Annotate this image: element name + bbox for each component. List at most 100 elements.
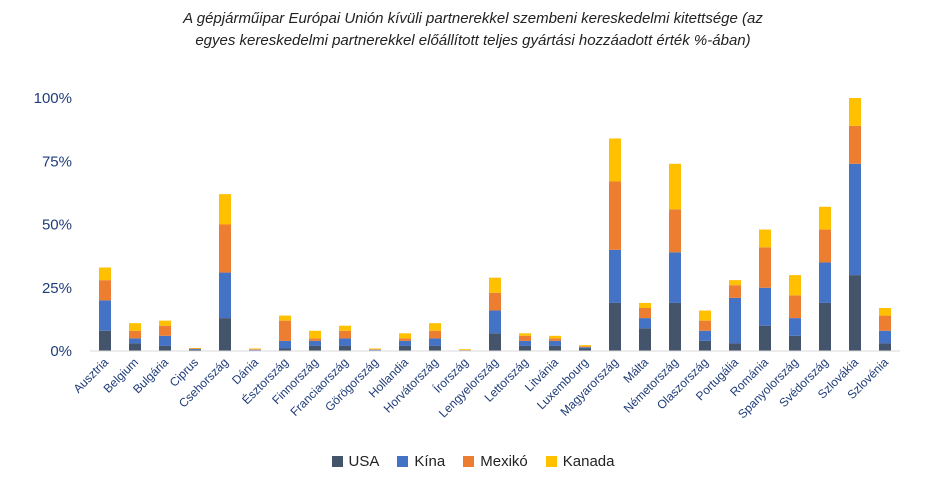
bar-segment-mexikó (759, 247, 771, 288)
bar-segment-usa (549, 345, 561, 351)
legend-swatch (463, 456, 475, 467)
bar-segment-usa (519, 345, 531, 351)
bar-segment-kanada (249, 348, 261, 350)
bar-segment-kanada (579, 345, 591, 347)
y-tick-label: 50% (42, 217, 72, 234)
bar-segment-usa (789, 335, 801, 351)
bar-segment-kína (879, 330, 891, 344)
bar-segment-kanada (849, 98, 861, 126)
bar-segment-kanada (639, 302, 651, 308)
bar-segment-usa (219, 318, 231, 351)
bar-segment-usa (489, 333, 501, 351)
bar-segment-usa (129, 343, 141, 351)
bar-segment-kanada (789, 275, 801, 296)
legend-label: Kína (414, 453, 446, 470)
bar-segment-kanada (189, 347, 201, 349)
bar-segment-kína (639, 318, 651, 329)
bar-segment-usa (99, 330, 111, 351)
bar-segment-kína (309, 340, 321, 346)
bar-segment-kanada (819, 206, 831, 230)
bar-segment-kanada (99, 267, 111, 281)
chart-legend: USA Kína Mexikó Kanada (0, 453, 946, 470)
bar-segment-mexikó (789, 295, 801, 319)
chart-title-line-1: A gépjárműipar Európai Unión kívüli part… (183, 10, 763, 27)
bar-segment-kína (429, 338, 441, 346)
bar-segment-kína (789, 318, 801, 336)
bar-segment-usa (819, 302, 831, 351)
bar-segment-kanada (279, 315, 291, 321)
bar-segment-kína (339, 338, 351, 346)
bar-segment-mexikó (519, 335, 531, 341)
bar-series-group (99, 98, 891, 351)
bar-segment-usa (759, 325, 771, 351)
bar-segment-mexikó (879, 315, 891, 331)
x-axis: AusztriaBelgiumBulgáriaCiprusCsehországD… (71, 355, 892, 422)
bar-segment-kanada (489, 277, 501, 293)
bar-segment-kanada (459, 349, 471, 350)
chart-title: A gépjárműipar Európai Unión kívüli part… (0, 8, 946, 52)
bar-segment-kanada (309, 330, 321, 339)
bar-segment-mexikó (189, 348, 201, 349)
bar-segment-mexikó (369, 349, 381, 350)
y-tick-label: 100% (34, 90, 72, 107)
bar-segment-mexikó (849, 125, 861, 164)
bar-segment-kanada (519, 333, 531, 336)
bar-segment-mexikó (579, 346, 591, 348)
y-tick-label: 75% (42, 153, 72, 170)
bar-segment-kína (729, 297, 741, 344)
bar-segment-kína (489, 310, 501, 334)
bar-segment-mexikó (219, 224, 231, 273)
bar-segment-kína (699, 330, 711, 341)
bar-segment-kína (189, 348, 201, 350)
bar-segment-mexikó (639, 307, 651, 319)
bar-segment-kína (129, 338, 141, 344)
bar-segment-kanada (879, 307, 891, 316)
bar-segment-usa (309, 345, 321, 351)
bar-segment-mexikó (309, 338, 321, 341)
bar-segment-mexikó (609, 181, 621, 250)
bar-segment-mexikó (729, 285, 741, 298)
bar-segment-kanada (609, 138, 621, 182)
bar-segment-mexikó (549, 338, 561, 341)
bar-segment-kína (249, 349, 261, 351)
bar-segment-mexikó (429, 330, 441, 339)
bar-segment-kína (849, 163, 861, 276)
bar-segment-kína (159, 335, 171, 346)
bar-segment-mexikó (249, 349, 261, 350)
bar-segment-kanada (399, 333, 411, 339)
bar-segment-mexikó (489, 292, 501, 311)
bar-segment-mexikó (279, 320, 291, 341)
bar-segment-mexikó (819, 229, 831, 263)
bar-segment-kanada (369, 348, 381, 350)
y-tick-label: 0% (50, 343, 72, 360)
bar-segment-usa (339, 345, 351, 351)
bar-segment-kanada (669, 163, 681, 210)
legend-item: USA (331, 453, 379, 470)
legend-label: Mexikó (480, 453, 528, 470)
legend-swatch (545, 456, 557, 467)
bar-segment-kína (99, 300, 111, 331)
bar-segment-kanada (339, 325, 351, 331)
bar-segment-usa (189, 349, 201, 351)
bar-segment-kanada (759, 229, 771, 248)
bar-segment-kanada (699, 310, 711, 321)
legend-swatch (397, 456, 409, 467)
bar-segment-usa (429, 345, 441, 351)
bar-segment-mexikó (339, 330, 351, 339)
bar-segment-kanada (729, 280, 741, 286)
y-axis: 0% 25% 50% 75% 100% (34, 90, 72, 360)
bar-segment-usa (669, 302, 681, 351)
bar-segment-kína (369, 349, 381, 351)
bar-segment-kína (819, 262, 831, 303)
bar-segment-kanada (129, 323, 141, 331)
bar-segment-usa (879, 343, 891, 351)
bar-segment-usa (579, 348, 591, 351)
bar-segment-usa (279, 348, 291, 351)
bar-segment-usa (849, 275, 861, 351)
bar-segment-mexikó (129, 330, 141, 339)
bar-segment-kína (219, 272, 231, 319)
legend-item: Kanada (545, 453, 614, 470)
bar-segment-kanada (219, 194, 231, 225)
bar-segment-usa (729, 343, 741, 351)
bar-segment-usa (699, 340, 711, 351)
